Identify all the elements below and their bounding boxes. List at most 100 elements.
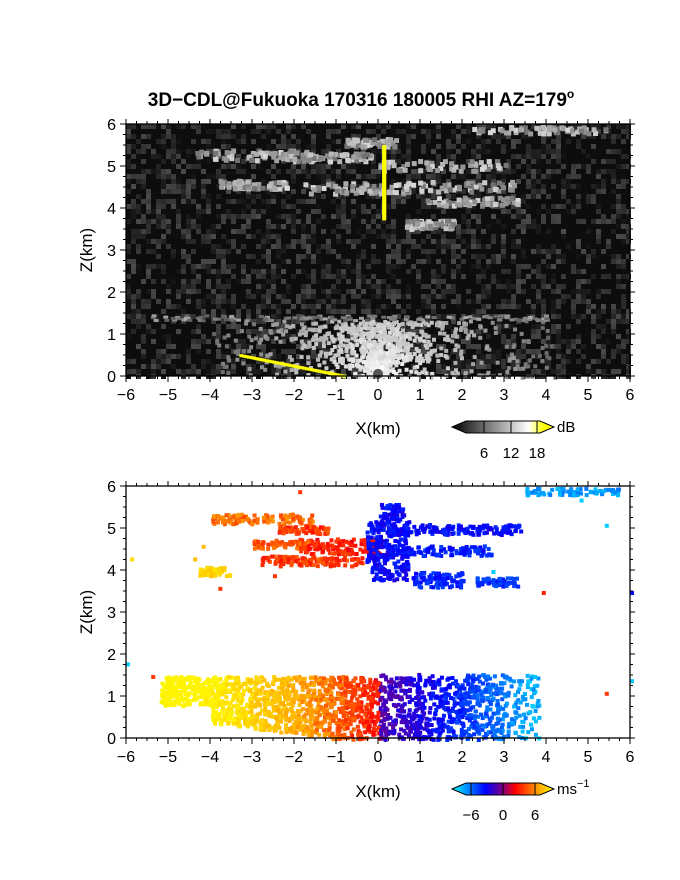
reflectivity-cell: [621, 339, 626, 344]
reflectivity-cell: [388, 358, 393, 363]
reflectivity-cell: [323, 334, 328, 339]
reflectivity-cell: [421, 349, 426, 354]
reflectivity-cell: [536, 289, 541, 294]
reflectivity-cell: [549, 125, 555, 131]
reflectivity-cell: [468, 162, 474, 168]
velocity-cell: [403, 731, 408, 736]
reflectivity-cell: [406, 214, 411, 219]
reflectivity-cell: [319, 325, 324, 330]
reflectivity-cell: [586, 289, 591, 294]
strong-echo-cell: [252, 356, 256, 360]
reflectivity-cell: [276, 244, 281, 249]
reflectivity-cell: [360, 330, 365, 335]
reflectivity-cell: [281, 156, 287, 162]
reflectivity-cell: [509, 318, 515, 322]
reflectivity-cell: [236, 199, 241, 204]
reflectivity-cell: [536, 264, 541, 269]
reflectivity-cell: [289, 357, 294, 362]
reflectivity-cell: [293, 367, 298, 372]
reflectivity-cell: [307, 340, 312, 345]
reflectivity-cell: [621, 274, 626, 279]
reflectivity-cell: [601, 289, 606, 294]
strong-echo-cell: [297, 365, 302, 369]
reflectivity-cell: [351, 339, 356, 344]
reflectivity-cell: [571, 344, 576, 349]
reflectivity-cell: [336, 274, 341, 279]
reflectivity-cell: [626, 359, 631, 364]
reflectivity-cell: [457, 184, 463, 190]
reflectivity-cell: [436, 189, 442, 195]
velocity-cell: [494, 686, 499, 691]
velocity-cell: [274, 677, 279, 682]
reflectivity-cell: [346, 224, 351, 229]
reflectivity-cell: [292, 157, 298, 163]
velocity-cell: [322, 734, 327, 739]
reflectivity-cell: [570, 131, 576, 137]
velocity-cell: [374, 728, 379, 733]
reflectivity-cell: [196, 339, 201, 344]
reflectivity-cell: [360, 355, 365, 360]
reflectivity-cell: [206, 234, 211, 239]
reflectivity-cell: [411, 174, 416, 179]
reflectivity-cell: [245, 179, 251, 185]
reflectivity-cell: [459, 356, 464, 361]
reflectivity-cell: [471, 239, 476, 244]
reflectivity-cell: [325, 332, 330, 337]
reflectivity-cell: [181, 309, 186, 314]
reflectivity-cell: [566, 179, 571, 184]
reflectivity-cell: [414, 370, 419, 375]
reflectivity-cell: [163, 315, 169, 319]
reflectivity-cell: [368, 333, 373, 338]
reflectivity-cell: [340, 316, 346, 320]
reflectivity-cell: [436, 369, 441, 374]
reflectivity-cell: [601, 184, 606, 189]
reflectivity-cell: [166, 149, 171, 154]
reflectivity-cell: [367, 358, 372, 363]
reflectivity-cell: [268, 329, 273, 334]
reflectivity-cell: [296, 269, 301, 274]
reflectivity-cell: [561, 189, 566, 194]
reflectivity-cell: [541, 284, 546, 289]
reflectivity-cell: [306, 254, 311, 259]
reflectivity-cell: [364, 318, 370, 322]
reflectivity-cell: [355, 326, 360, 331]
velocity-cell: [308, 720, 313, 725]
reflectivity-cell: [505, 314, 511, 318]
reflectivity-cell: [456, 339, 461, 344]
reflectivity-cell: [411, 329, 416, 334]
reflectivity-cell: [306, 361, 311, 366]
reflectivity-cell: [576, 269, 581, 274]
reflectivity-cell: [311, 169, 316, 174]
velocity-cell: [485, 707, 490, 712]
reflectivity-cell: [241, 139, 246, 144]
velocity-cell: [312, 694, 317, 699]
reflectivity-cell: [409, 369, 414, 374]
reflectivity-cell: [561, 154, 566, 159]
strong-echo-cell: [274, 361, 279, 365]
reflectivity-cell: [299, 329, 304, 334]
reflectivity-cell: [540, 345, 545, 350]
reflectivity-cell: [581, 279, 586, 284]
reflectivity-cell: [601, 354, 606, 359]
reflectivity-cell: [418, 159, 424, 165]
reflectivity-cell: [308, 191, 314, 197]
velocity-cell: [492, 732, 497, 737]
reflectivity-cell: [621, 239, 626, 244]
strong-echo-cell: [307, 367, 312, 371]
reflectivity-cell: [389, 322, 394, 327]
reflectivity-cell: [576, 194, 581, 199]
reflectivity-cell: [431, 289, 436, 294]
reflectivity-cell: [521, 289, 526, 294]
reflectivity-cell: [387, 355, 392, 360]
reflectivity-cell: [591, 254, 596, 259]
reflectivity-cell: [271, 314, 276, 319]
strong-echo-cell: [277, 361, 282, 365]
reflectivity-cell: [626, 369, 631, 374]
reflectivity-cell: [385, 334, 390, 339]
reflectivity-cell: [231, 324, 236, 329]
reflectivity-cell: [276, 214, 281, 219]
reflectivity-cell: [483, 328, 488, 333]
velocity-cell: [231, 704, 236, 709]
reflectivity-cell: [221, 309, 226, 314]
velocity-cell: [466, 732, 471, 737]
